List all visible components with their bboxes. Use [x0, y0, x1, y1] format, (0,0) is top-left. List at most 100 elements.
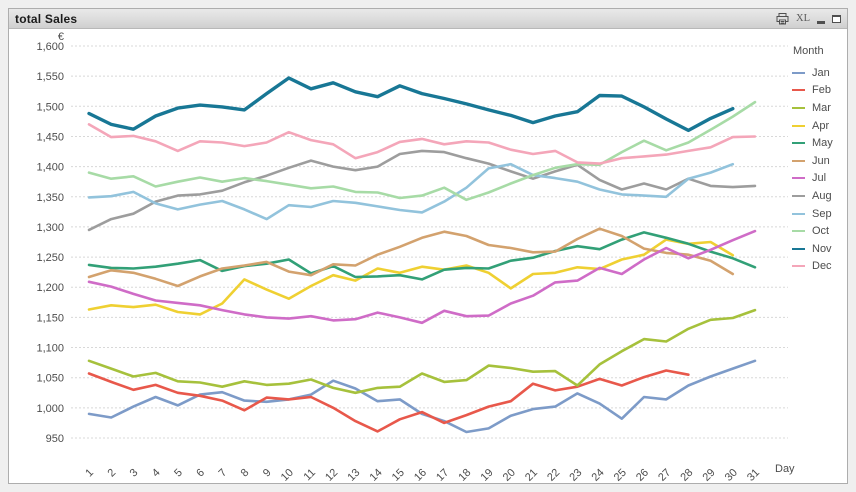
svg-text:31: 31	[745, 467, 762, 483]
legend-item-feb[interactable]: Feb	[792, 82, 848, 100]
svg-text:1,250: 1,250	[36, 252, 64, 264]
legend-swatch-dec	[792, 265, 805, 268]
svg-text:1,550: 1,550	[36, 71, 64, 83]
svg-text:24: 24	[590, 467, 607, 483]
series-line-dec[interactable]	[87, 123, 757, 165]
printer-icon[interactable]	[776, 12, 789, 26]
svg-text:3: 3	[128, 467, 141, 480]
legend-swatch-aug	[792, 194, 805, 197]
legend-label-mar: Mar	[812, 101, 831, 114]
svg-text:15: 15	[390, 467, 407, 483]
series-line-may[interactable]	[87, 231, 757, 281]
series-line-mar[interactable]	[87, 308, 757, 395]
legend-title: Month	[793, 45, 824, 57]
legend-swatch-mar	[792, 106, 805, 109]
legend-label-jun: Jun	[812, 154, 830, 167]
svg-text:23: 23	[567, 467, 584, 483]
legend-label-aug: Aug	[812, 189, 832, 202]
legend-item-jul[interactable]: Jul	[792, 170, 848, 188]
legend-swatch-feb	[792, 89, 805, 92]
series-line-apr[interactable]	[87, 238, 735, 316]
plot-area[interactable]: 1,600 1,550 1,500 1,450 1,400 1,350 1,300 1,250…	[9, 29, 847, 483]
series-line-nov[interactable]	[87, 76, 735, 133]
legend-item-apr[interactable]: Apr	[792, 117, 848, 135]
svg-text:13: 13	[345, 467, 362, 483]
legend-label-apr: Apr	[812, 119, 830, 132]
svg-text:2: 2	[106, 467, 119, 480]
svg-text:14: 14	[368, 467, 385, 483]
svg-text:1,400: 1,400	[36, 162, 64, 174]
svg-text:1,150: 1,150	[36, 312, 64, 324]
legend-label-dec: Dec	[812, 260, 832, 273]
svg-text:20: 20	[501, 467, 518, 483]
legend: Month Jan Feb Mar Apr May Jun Jul Aug Sep Oct Nov D…	[792, 45, 848, 275]
excel-export-icon[interactable]: XL	[796, 13, 810, 24]
svg-text:1,050: 1,050	[36, 373, 64, 385]
svg-text:1,350: 1,350	[36, 192, 64, 204]
svg-text:25: 25	[612, 467, 629, 483]
maximize-icon[interactable]	[832, 12, 841, 26]
svg-text:950: 950	[46, 433, 64, 445]
x-axis-labels: 1 2 3 4 5 6 7 8 9 10 11 12 13 14 15 16 17 18 19 20 21 22 23 24 2…	[83, 463, 795, 483]
legend-item-jan[interactable]: Jan	[792, 64, 848, 82]
svg-text:1,300: 1,300	[36, 222, 64, 234]
legend-label-may: May	[812, 137, 833, 150]
y-axis-unit: €	[58, 31, 64, 43]
minimize-icon[interactable]	[817, 12, 825, 26]
series-line-oct[interactable]	[87, 100, 757, 202]
svg-text:26: 26	[634, 467, 651, 483]
svg-text:18: 18	[456, 467, 473, 483]
series-line-aug[interactable]	[87, 149, 757, 232]
legend-swatch-nov	[792, 247, 805, 250]
svg-text:12: 12	[323, 467, 340, 483]
series-line-jun[interactable]	[87, 227, 735, 288]
svg-text:11: 11	[302, 467, 319, 483]
legend-item-dec[interactable]: Dec	[792, 258, 848, 276]
svg-text:1,500: 1,500	[36, 101, 64, 113]
svg-text:9: 9	[261, 467, 274, 480]
legend-swatch-jul	[792, 177, 805, 180]
svg-text:1,200: 1,200	[36, 282, 64, 294]
legend-label-jan: Jan	[812, 66, 830, 79]
series-line-jul[interactable]	[87, 229, 757, 325]
legend-item-aug[interactable]: Aug	[792, 187, 848, 205]
legend-item-mar[interactable]: Mar	[792, 99, 848, 117]
svg-text:1,450: 1,450	[36, 131, 64, 143]
svg-text:4: 4	[150, 467, 163, 480]
legend-item-may[interactable]: May	[792, 134, 848, 152]
svg-text:7: 7	[217, 467, 230, 480]
svg-text:30: 30	[723, 467, 740, 483]
svg-text:5: 5	[172, 467, 185, 480]
svg-text:1,000: 1,000	[36, 403, 64, 415]
legend-swatch-oct	[792, 230, 805, 233]
svg-text:28: 28	[678, 467, 695, 483]
series-line-jan[interactable]	[87, 359, 757, 434]
svg-text:1,600: 1,600	[36, 41, 64, 53]
svg-text:10: 10	[279, 467, 296, 483]
svg-text:8: 8	[239, 467, 252, 480]
legend-label-nov: Nov	[812, 242, 832, 255]
legend-swatch-sep	[792, 212, 805, 215]
legend-label-sep: Sep	[812, 207, 832, 220]
svg-text:16: 16	[412, 467, 429, 483]
legend-swatch-jan	[792, 71, 805, 74]
legend-label-oct: Oct	[812, 225, 830, 238]
svg-text:29: 29	[701, 467, 718, 483]
series-line-feb[interactable]	[87, 369, 690, 433]
legend-label-jul: Jul	[812, 172, 827, 185]
legend-item-nov[interactable]: Nov	[792, 240, 848, 258]
legend-item-jun[interactable]: Jun	[792, 152, 848, 170]
svg-text:1,100: 1,100	[36, 343, 64, 355]
chart-body: 1,600 1,550 1,500 1,450 1,400 1,350 1,300 1,250…	[9, 29, 847, 483]
caption-controls: XL	[776, 12, 847, 26]
svg-text:17: 17	[434, 467, 451, 483]
gridlines	[71, 45, 788, 439]
chart-caption-bar[interactable]: total Sales XL	[9, 9, 847, 29]
legend-item-sep[interactable]: Sep	[792, 205, 848, 223]
svg-text:21: 21	[523, 467, 540, 483]
legend-swatch-apr	[792, 124, 805, 127]
legend-item-oct[interactable]: Oct	[792, 222, 848, 240]
series-line-sep[interactable]	[87, 162, 735, 221]
x-axis-title: Day	[775, 463, 795, 475]
svg-text:6: 6	[194, 467, 207, 480]
